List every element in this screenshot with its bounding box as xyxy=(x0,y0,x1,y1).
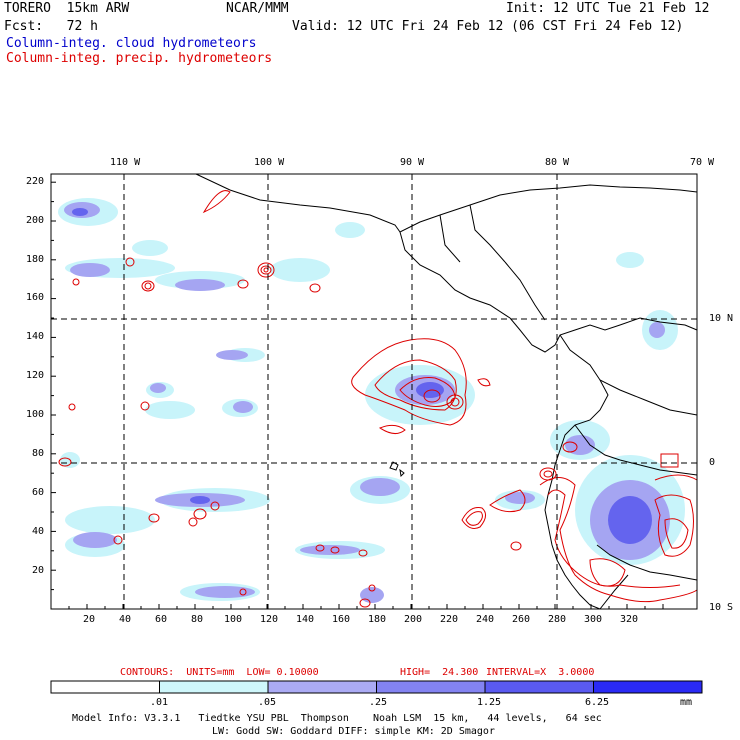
x-tick-label: 200 xyxy=(404,614,423,625)
cloud-shading-dark xyxy=(72,208,652,544)
y-tick-label: 40 xyxy=(32,526,45,537)
lat-label-10n: 10 N xyxy=(709,313,734,324)
x-tick-label: 260 xyxy=(512,614,531,625)
colorbar-label: .01 xyxy=(150,697,169,708)
contour-interval: INTERVAL=X 3.0000 xyxy=(486,667,595,678)
init-time: Init: 12 UTC Tue 21 Feb 12 xyxy=(506,1,710,16)
coastlines xyxy=(195,173,698,610)
y-tick-label: 120 xyxy=(26,370,45,381)
map-frame xyxy=(50,173,698,610)
x-tick-label: 180 xyxy=(368,614,387,625)
y-tick-label: 180 xyxy=(26,254,45,265)
center-name: NCAR/MMM xyxy=(226,1,289,16)
colorbar-bin xyxy=(159,680,269,694)
colorbar-bin xyxy=(267,680,377,694)
colorbar-label: 1.25 xyxy=(477,697,502,708)
x-tick-label: 160 xyxy=(332,614,351,625)
x-tick-label: 240 xyxy=(476,614,495,625)
x-tick-label: 120 xyxy=(260,614,279,625)
precip-contours xyxy=(58,190,698,608)
y-tick-label: 60 xyxy=(32,487,45,498)
lat-label-10s: 10 S xyxy=(709,602,734,613)
x-tick-label: 80 xyxy=(191,614,204,625)
y-tick-label: 140 xyxy=(26,331,45,342)
y-tick-label: 220 xyxy=(26,176,45,187)
x-tick-label: 220 xyxy=(440,614,459,625)
y-tick-label: 20 xyxy=(32,565,45,576)
lon-label-100w: 100 W xyxy=(254,157,285,168)
y-tick-label: 100 xyxy=(26,409,45,420)
model-info-line1: Model Info: V3.3.1 Tiedtke YSU PBL Thomp… xyxy=(72,713,602,724)
y-tick-label: 160 xyxy=(26,292,45,303)
field-cloud-label: Column-integ. cloud hydrometeors xyxy=(6,36,257,51)
lon-label-90w: 90 W xyxy=(400,157,425,168)
lat-label-0: 0 xyxy=(709,457,716,468)
lon-label-110w: 110 W xyxy=(110,157,141,168)
lon-label-80w: 80 W xyxy=(545,157,570,168)
colorbar-bin xyxy=(593,680,703,694)
forecast-hour: Fcst: 72 h xyxy=(4,19,98,34)
y-tick-label: 80 xyxy=(32,448,45,459)
x-tick-label: 300 xyxy=(584,614,603,625)
colorbar-bin xyxy=(376,680,486,694)
x-tick-label: 40 xyxy=(119,614,132,625)
colorbar-label: .25 xyxy=(369,697,388,708)
contour-high: HIGH= 24.300 xyxy=(400,667,479,678)
valid-time: Valid: 12 UTC Fri 24 Feb 12 (06 CST Fri … xyxy=(292,19,684,34)
lat-lon-grid xyxy=(51,174,697,609)
x-tick-label: 100 xyxy=(224,614,243,625)
x-tick-label: 320 xyxy=(620,614,639,625)
colorbar-bin xyxy=(50,680,160,694)
axis-ticks xyxy=(50,181,664,610)
x-tick-label: 20 xyxy=(83,614,96,625)
y-tick-label: 200 xyxy=(26,215,45,226)
lon-label-70w: 70 W xyxy=(690,157,715,168)
contour-units: CONTOURS: UNITS=mm LOW= 0.10000 xyxy=(120,667,319,678)
colorbar-bin xyxy=(484,680,594,694)
colorbar-label: .05 xyxy=(258,697,277,708)
x-tick-label: 280 xyxy=(548,614,567,625)
model-info-line2: LW: Godd SW: Goddard DIFF: simple KM: 2D… xyxy=(212,726,495,737)
x-tick-label: 60 xyxy=(155,614,168,625)
colorbar-unit: mm xyxy=(680,697,693,708)
x-tick-label: 140 xyxy=(296,614,315,625)
model-name: TORERO 15km ARW xyxy=(4,1,130,16)
field-precip-label: Column-integ. precip. hydrometeors xyxy=(6,51,273,66)
colorbar-label: 6.25 xyxy=(585,697,610,708)
